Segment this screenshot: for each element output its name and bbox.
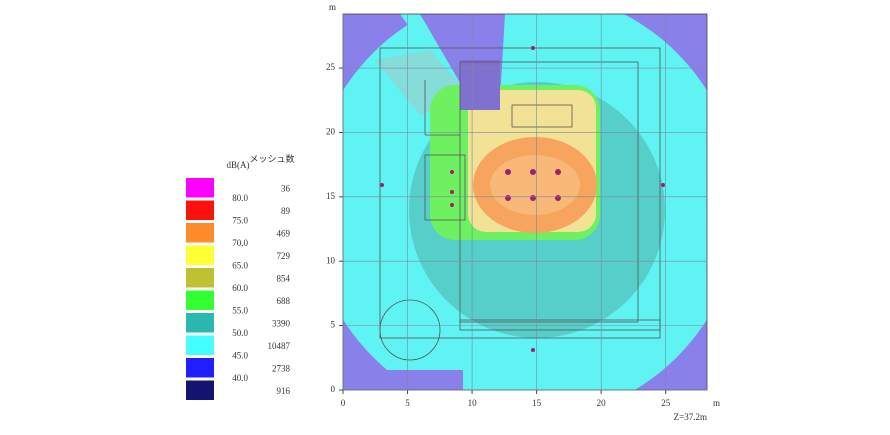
legend-level: 45.0 xyxy=(232,351,248,361)
legend-count: 916 xyxy=(277,386,291,396)
legend-count: 89 xyxy=(281,206,291,216)
legend-swatch xyxy=(186,335,214,355)
x-tick-label: 20 xyxy=(597,398,607,408)
legend-swatch xyxy=(186,358,214,378)
y-tick-label: 25 xyxy=(326,62,336,72)
x-tick-label: 15 xyxy=(532,398,542,408)
legend-level: 70.0 xyxy=(232,238,248,248)
legend-swatch xyxy=(186,313,214,333)
legend-swatch xyxy=(186,200,214,220)
y-tick-label: 15 xyxy=(326,191,336,201)
legend-count: 3390 xyxy=(272,318,291,328)
y-tick-label: 20 xyxy=(326,127,336,137)
y-unit: m xyxy=(329,2,336,12)
legend-count: 469 xyxy=(277,228,291,238)
level-title: dB(A) xyxy=(227,160,250,170)
legend-count: 36 xyxy=(281,183,291,193)
legend-level: 75.0 xyxy=(232,216,248,226)
x-tick-label: 25 xyxy=(661,398,671,408)
legend-level: 55.0 xyxy=(232,306,248,316)
legend-level: 60.0 xyxy=(232,283,248,293)
legend-count: 2738 xyxy=(272,363,291,373)
legend-swatch xyxy=(186,380,214,400)
legend-count: 688 xyxy=(277,296,291,306)
x-tick-label: 10 xyxy=(468,398,478,408)
count-title: メッシュ数 xyxy=(249,153,294,164)
legend-count: 729 xyxy=(277,251,291,261)
legend-swatch xyxy=(186,178,214,198)
height-note: Z=37.2m xyxy=(674,412,707,422)
x-tick-label: 5 xyxy=(405,398,410,408)
legend-swatch xyxy=(186,223,214,243)
y-tick-label: 0 xyxy=(331,384,336,394)
contour-map xyxy=(343,14,707,390)
x-unit: m xyxy=(713,398,720,408)
legend-swatch xyxy=(186,290,214,310)
legend-level: 80.0 xyxy=(232,193,248,203)
legend-level: 65.0 xyxy=(232,261,248,271)
legend-count: 854 xyxy=(277,273,291,283)
legend-level: 50.0 xyxy=(232,328,248,338)
legend-swatch xyxy=(186,245,214,265)
legend-level: 40.0 xyxy=(232,373,248,383)
legend-count: 10487 xyxy=(268,341,291,351)
y-tick-label: 5 xyxy=(331,320,336,330)
legend-swatch xyxy=(186,268,214,288)
y-tick-label: 10 xyxy=(326,255,336,265)
x-tick-label: 0 xyxy=(341,398,346,408)
